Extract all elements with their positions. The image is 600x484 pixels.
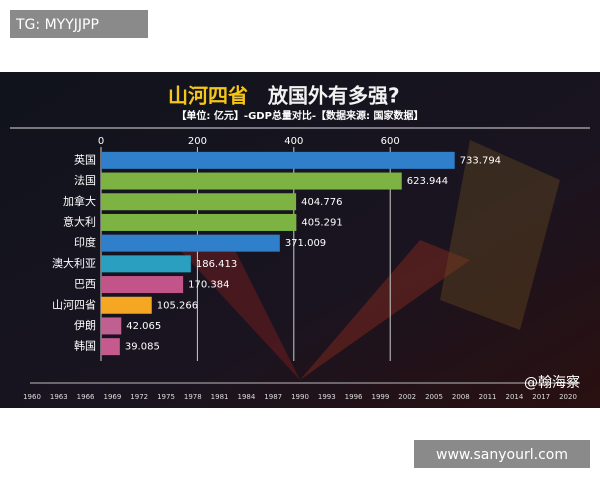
timeline-year: 1996 <box>345 393 363 401</box>
value-label: 623.944 <box>407 176 448 187</box>
value-label: 371.009 <box>285 238 326 249</box>
category-label: 法国 <box>74 173 96 187</box>
value-label: 105.266 <box>157 300 198 311</box>
timeline-year: 1981 <box>211 393 229 401</box>
category-label: 澳大利亚 <box>52 256 96 270</box>
timeline-year: 1984 <box>237 393 255 401</box>
category-label: 巴西 <box>74 278 96 291</box>
category-label: 伊朗 <box>74 319 96 332</box>
x-tick-label: 400 <box>284 136 303 147</box>
value-label: 39.085 <box>125 342 160 353</box>
timeline-year: 1975 <box>157 393 175 401</box>
bar <box>101 151 455 169</box>
category-label: 印度 <box>74 235 96 249</box>
x-tick-label: 0 <box>98 136 104 147</box>
x-tick-label: 600 <box>381 136 400 147</box>
bar <box>101 296 152 314</box>
value-label: 186.413 <box>196 259 237 270</box>
satellite-panel <box>440 140 560 330</box>
bar <box>101 172 402 190</box>
bar <box>101 234 280 252</box>
bar <box>101 193 297 211</box>
timeline-year: 1993 <box>318 393 336 401</box>
category-label: 韩国 <box>74 339 96 353</box>
timeline-year: 1966 <box>77 393 95 401</box>
site-box <box>414 440 590 468</box>
title-highlight: 山河四省 <box>168 84 248 108</box>
bar <box>101 255 191 273</box>
category-label: 意大利 <box>63 214 96 228</box>
timeline-year: 2014 <box>505 393 523 401</box>
tag-box <box>10 10 148 38</box>
category-label: 英国 <box>74 152 96 166</box>
x-tick-label: 200 <box>188 136 207 147</box>
timeline-year: 1969 <box>103 393 121 401</box>
credit: @翰海察 <box>524 374 580 391</box>
timeline-year: 2008 <box>452 393 470 401</box>
timeline-year: 2002 <box>398 393 416 401</box>
timeline-year: 1972 <box>130 393 148 401</box>
timeline-year: 1999 <box>371 393 389 401</box>
bar <box>101 317 122 335</box>
bar <box>101 213 297 231</box>
value-label: 733.794 <box>460 155 501 166</box>
timeline-year: 1963 <box>50 393 68 401</box>
site-text: www.sanyourl.com <box>436 447 568 463</box>
value-label: 170.384 <box>188 280 229 291</box>
bar <box>101 338 120 356</box>
timeline-year: 2011 <box>479 393 497 401</box>
timeline-year: 2020 <box>559 393 577 401</box>
value-label: 42.065 <box>126 321 161 332</box>
value-label: 405.291 <box>301 217 342 228</box>
timeline-year: 2017 <box>532 393 550 401</box>
timeline-year: 1987 <box>264 393 282 401</box>
timeline-year: 1960 <box>23 393 41 401</box>
tag-text: TG: MYYJJPP <box>15 17 99 33</box>
timeline-year: 1978 <box>184 393 202 401</box>
title: 放国外有多强? <box>267 84 400 108</box>
timeline-year: 1990 <box>291 393 309 401</box>
value-label: 404.776 <box>301 197 342 208</box>
timeline-year: 2005 <box>425 393 443 401</box>
bar <box>101 276 184 294</box>
category-label: 加拿大 <box>63 194 96 208</box>
light-ray <box>300 240 470 380</box>
category-label: 山河四省 <box>52 298 96 311</box>
subtitle: 【单位: 亿元】-GDP总量对比-【数据来源: 国家数据】 <box>176 109 423 122</box>
light-ray <box>180 240 300 380</box>
